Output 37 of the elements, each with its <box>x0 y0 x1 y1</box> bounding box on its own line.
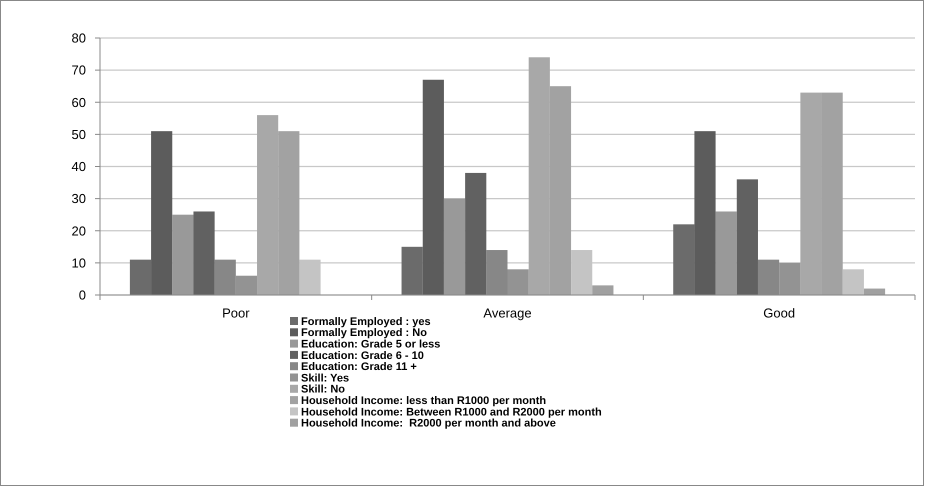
legend-label: Household Income: less than R1000 per month <box>301 394 546 407</box>
legend-label: Education: Grade 6 - 10 <box>301 350 424 362</box>
bar <box>444 198 466 295</box>
legend-label: Education: Grade 5 or less <box>301 338 440 350</box>
y-tick-label: 30 <box>72 191 86 206</box>
bar <box>736 179 758 295</box>
bar <box>716 211 737 295</box>
bar <box>193 211 215 295</box>
legend-label: Formally Employed : No <box>301 327 428 340</box>
bar <box>864 288 886 295</box>
y-tick-label: 70 <box>72 62 86 78</box>
y-tick-label: 40 <box>72 159 86 174</box>
bar <box>694 131 716 295</box>
bar <box>673 224 694 295</box>
bar <box>465 172 486 295</box>
y-tick-label: 80 <box>72 30 86 46</box>
bar <box>130 260 152 295</box>
bar <box>422 80 444 295</box>
y-tick-label: 60 <box>72 94 86 110</box>
y-tick-label: 10 <box>72 255 86 270</box>
y-tick-label: 20 <box>72 223 86 238</box>
y-tick-label: 0 <box>78 288 86 303</box>
legend-label: Skill: Yes <box>301 372 350 384</box>
legend-label: Household Income: R2000 per month and above <box>301 418 556 430</box>
x-tick-label: Good <box>763 306 796 321</box>
legend-label: Formally Employed : yes <box>301 316 431 328</box>
bar <box>172 214 194 295</box>
legend-label: Skill: No <box>301 384 346 396</box>
y-tick-label: 50 <box>72 126 86 142</box>
x-tick-label: Average <box>483 306 532 321</box>
bar <box>842 269 864 295</box>
legend-label: Household Income: Between R1000 and R2000 per month <box>301 406 602 418</box>
x-tick-label: Poor <box>222 306 250 321</box>
legend-label: Education: Grade 11 + <box>301 361 417 374</box>
bar <box>151 131 172 295</box>
bar <box>402 246 423 295</box>
bar <box>592 285 614 295</box>
